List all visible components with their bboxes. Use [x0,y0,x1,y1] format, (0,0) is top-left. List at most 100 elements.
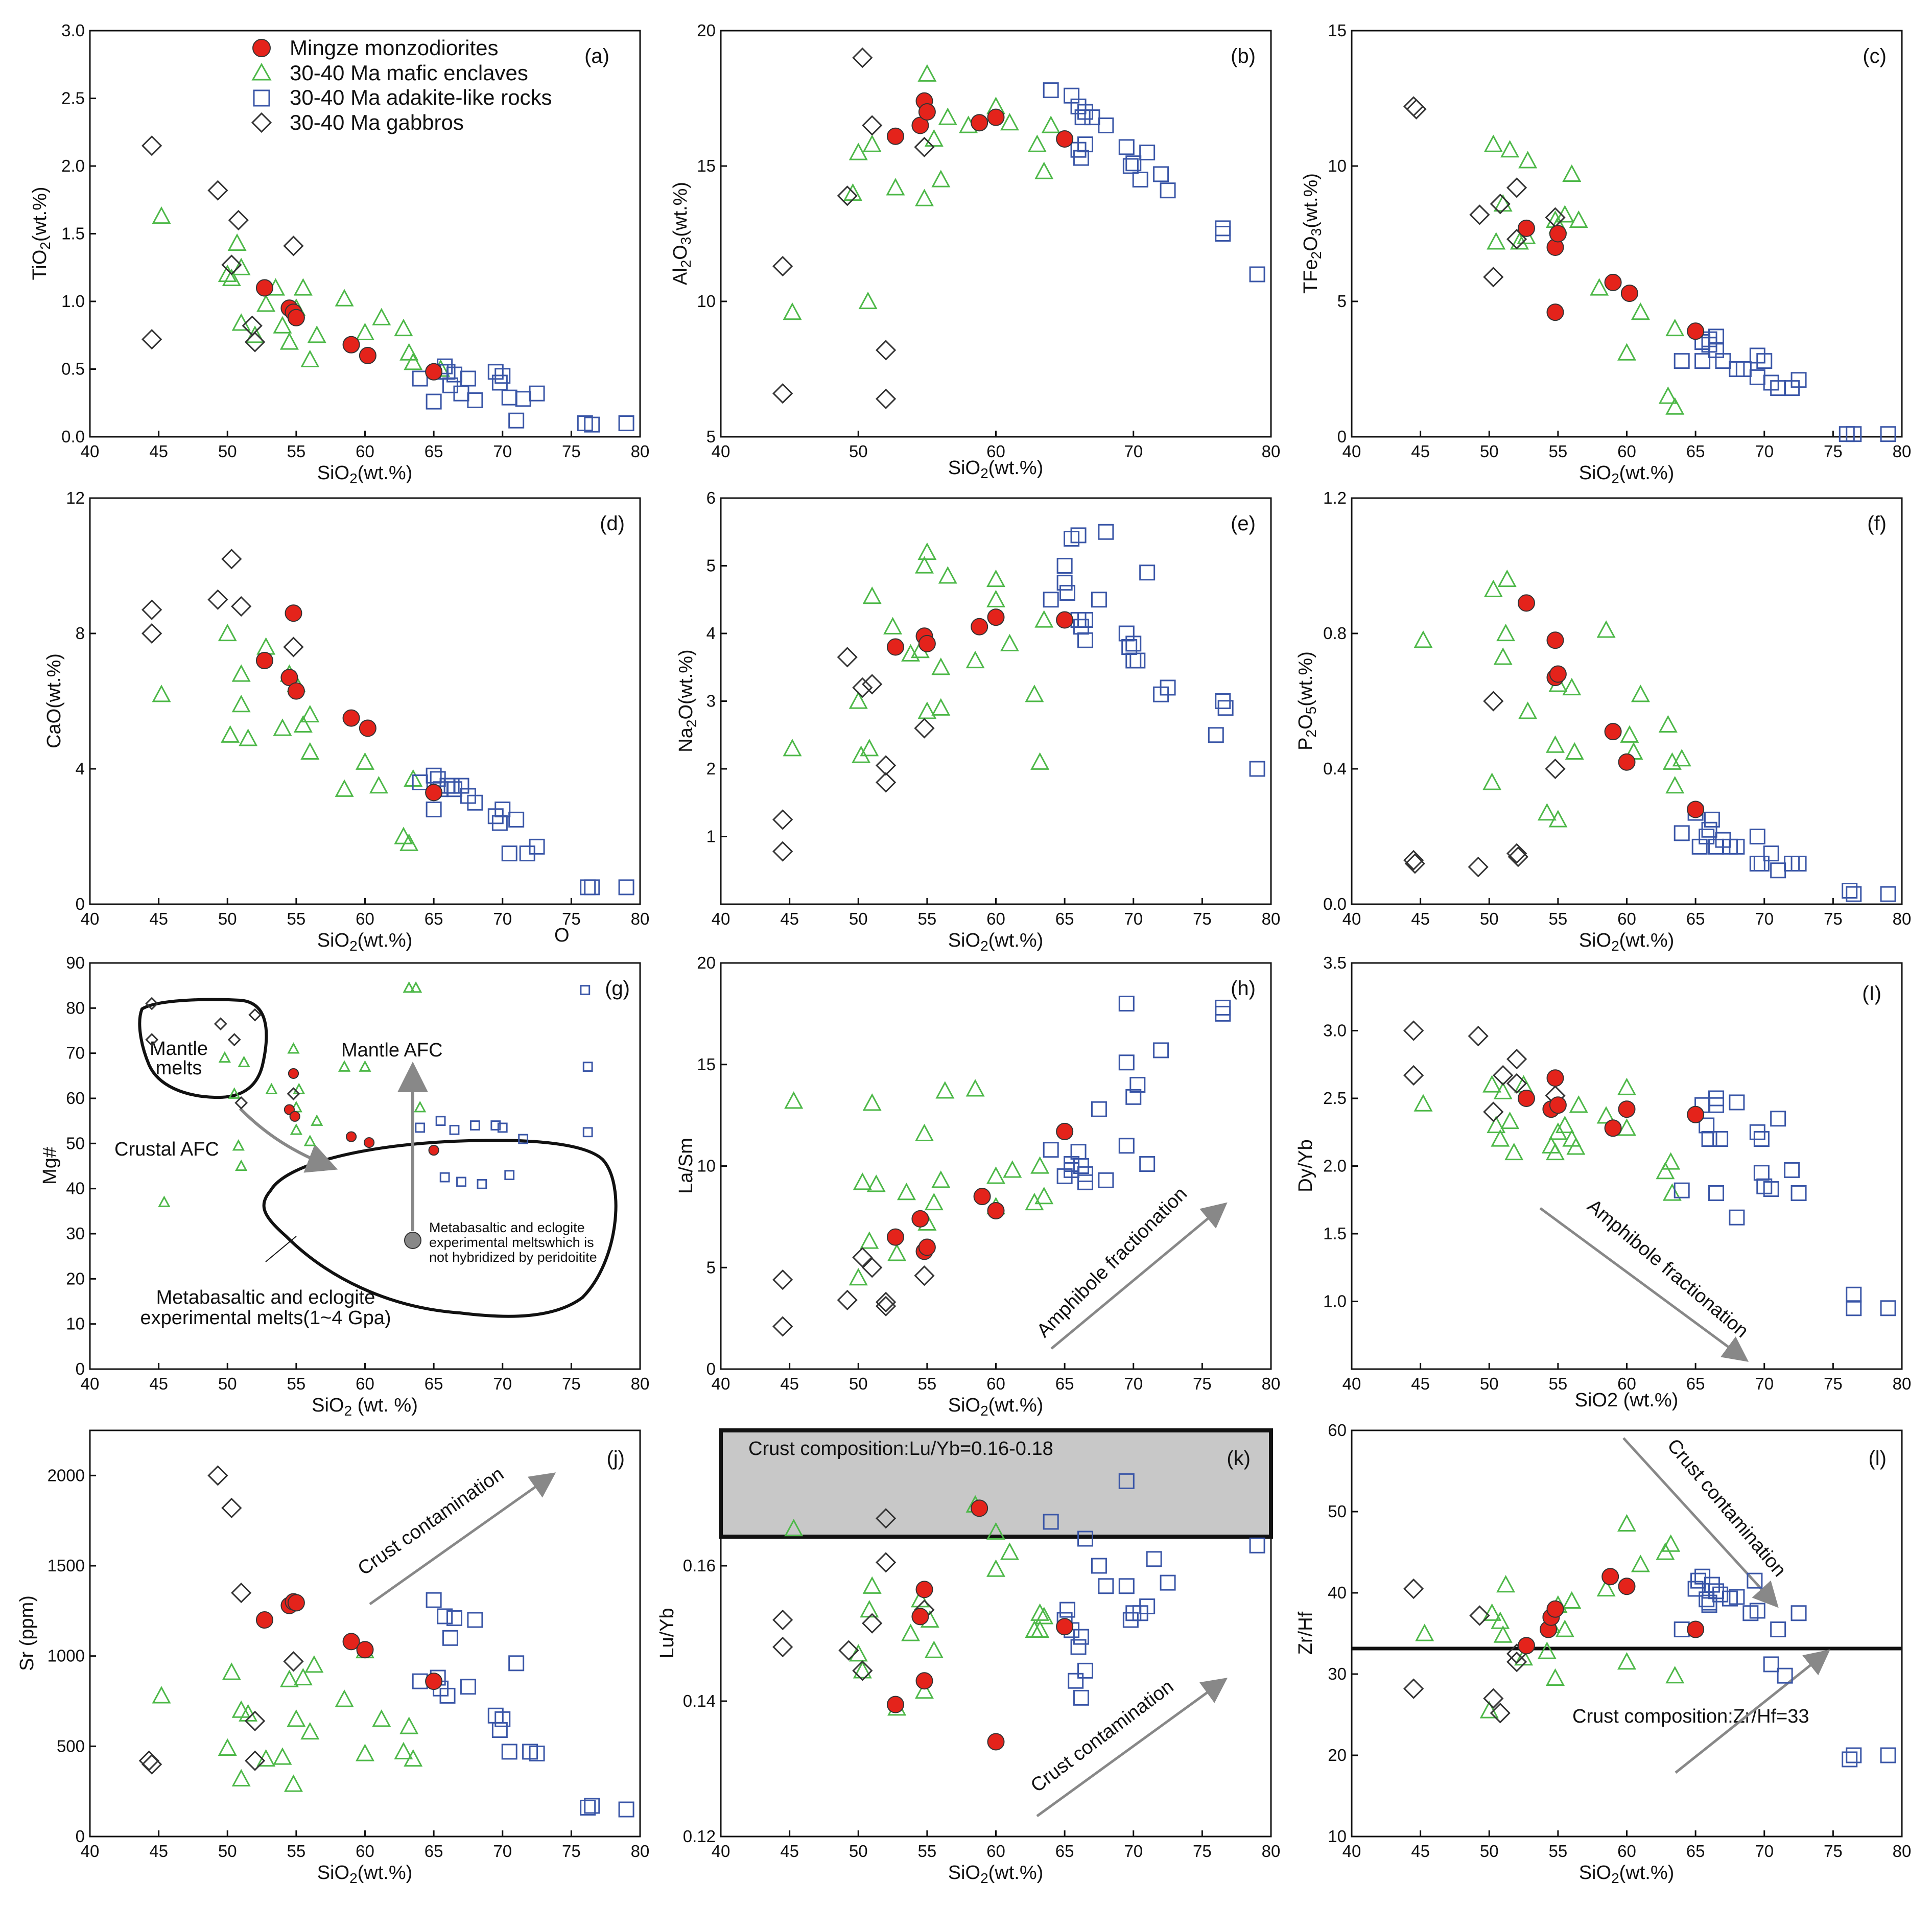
x-tick-label: 40 [81,909,100,928]
panel-d: (d) 40 45 50 55 60 65 70 75 80 0 4 8 12 SiO2(wt.%) O… [43,488,649,954]
data-points [138,1465,634,1818]
monzo-point [911,116,929,134]
y-tick-label: 500 [57,1736,85,1755]
enclave-point [862,586,882,604]
monzo-point [918,103,936,121]
enclave-point [986,1522,1006,1540]
panel-label: (a) [584,45,609,67]
data-points [142,549,634,896]
enclave-point [986,1166,1006,1184]
enclave-point [931,698,951,716]
x-tick-label: 75 [1824,909,1843,928]
panel-label: (d) [600,512,625,535]
adakite-point [412,370,428,387]
adakite-point [1846,1286,1862,1303]
enclave-point [1548,1122,1568,1140]
enclave-point [355,1744,375,1761]
enclave-point [303,1135,316,1146]
x-tick-label: 70 [1755,1842,1774,1861]
y-tick-label: 2 [706,759,716,778]
y-tick-label: 1000 [48,1646,85,1665]
enclave-point [849,143,868,160]
adakite-point [1694,1568,1711,1585]
gabbro-point [207,1465,228,1486]
monzo-point [1549,1096,1567,1114]
adakite-point [529,838,545,855]
x-axis-label: SiO2(wt.%) [317,930,413,954]
adakite-point [1735,361,1752,377]
adakite-point [1842,1751,1858,1768]
x-tick-label: 70 [493,909,512,928]
crust-line-label: Crust composition:Zr/Hf=33 [1572,1706,1809,1727]
adakite-point [1249,1537,1265,1554]
y-tick-label: 90 [66,953,85,972]
enclave-point [1596,1579,1616,1597]
panel-frame [89,1429,641,1838]
x-tick-label: 80 [1262,909,1281,928]
adakite-point [1749,856,1765,872]
adakite-point [508,1655,525,1672]
trend-label: Crust contamination [1663,1435,1790,1581]
monzo-point [987,108,1005,126]
monzo-point [1618,1578,1636,1595]
monzo-point [1687,1620,1705,1638]
data-points [1403,96,1896,442]
monzo-point [425,1673,443,1690]
adakite-point [1790,856,1807,872]
x-tick-label: 40 [712,1842,731,1861]
adakite-point [1701,821,1717,838]
enclave-point [1555,1619,1574,1637]
gabbro-point [145,1033,159,1047]
x-tick-label: 65 [1055,909,1074,928]
enclave-point [1665,397,1685,415]
enclave-point [1034,161,1054,179]
enclave-point [1617,1118,1637,1136]
adakite-point [1098,117,1114,133]
enclave-point [862,134,882,152]
gabbro-point [852,47,873,68]
enclave-point [931,657,951,675]
trend-label: Amphibole fractionation [1033,1183,1192,1342]
adakite-point [437,1608,453,1625]
enclave-point [399,833,419,851]
enclave-point [1617,343,1637,361]
adakite-point [529,1745,545,1761]
monzo-point [918,634,936,652]
gabbro-point [1490,194,1511,215]
enclave-point [311,1114,323,1126]
gabbro-point [875,340,897,361]
enclave-point [965,650,985,669]
x-tick-label: 45 [1411,1374,1430,1393]
enclave-point [1545,735,1565,753]
adakite-point [1215,220,1231,237]
y-tick-label: 0.8 [1323,624,1347,643]
axis-ticks: 40 45 50 55 60 65 70 75 80 0.12 0.14 0.16 [683,1556,1281,1861]
enclave-point [1483,134,1503,152]
enclave-point [355,752,375,770]
x-tick-label: 60 [986,442,1005,461]
x-tick-label: 50 [849,442,868,461]
gabbro-point [838,1640,859,1661]
enclave-point [886,178,905,196]
x-tick-label: 40 [81,1842,100,1861]
enclave-point [293,1083,305,1094]
y-tick-label: 5 [706,1258,716,1277]
y-tick-label: 0 [76,895,85,913]
y-tick-label: 1500 [48,1556,85,1575]
y-tick-label: 0 [706,1359,716,1378]
y-tick-label: 2000 [48,1466,85,1485]
adakite-point [442,1630,458,1646]
x-tick-label: 80 [631,442,650,461]
y-tick-label: 4 [76,759,85,778]
panel-label: (g) [605,977,630,1000]
x-axis-label: SiO2(wt.%) [317,1862,413,1886]
gabbro-point [227,1033,241,1047]
gabbro-point [837,185,858,206]
enclave-point [218,1738,237,1756]
x-tick-label: 40 [1342,442,1361,461]
monzo-point [342,709,360,727]
adakite-point [1217,700,1234,716]
adakite-point [1729,1209,1745,1226]
axis-ticks: 40 45 50 55 60 65 70 75 80 0 10 20 30 40 50 60 70 80 90 [66,953,649,1393]
